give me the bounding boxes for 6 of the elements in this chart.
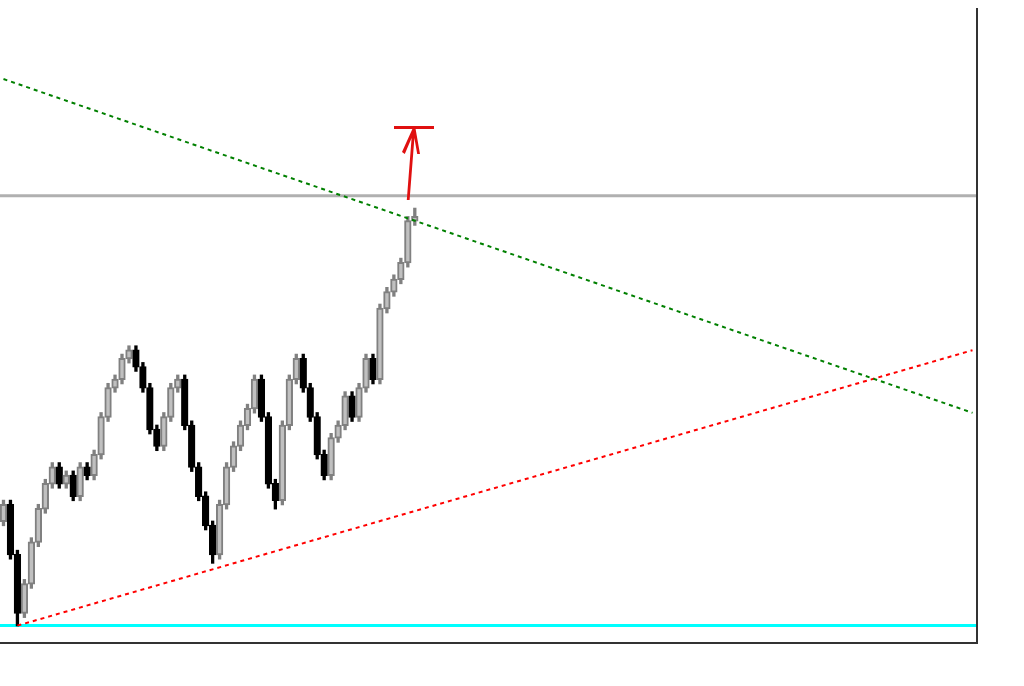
candlestick: [76, 462, 84, 502]
candlestick: [348, 391, 356, 422]
candlestick: [83, 462, 91, 481]
candlestick: [69, 470, 77, 502]
candlestick: [118, 353, 126, 385]
candlestick: [369, 353, 377, 385]
